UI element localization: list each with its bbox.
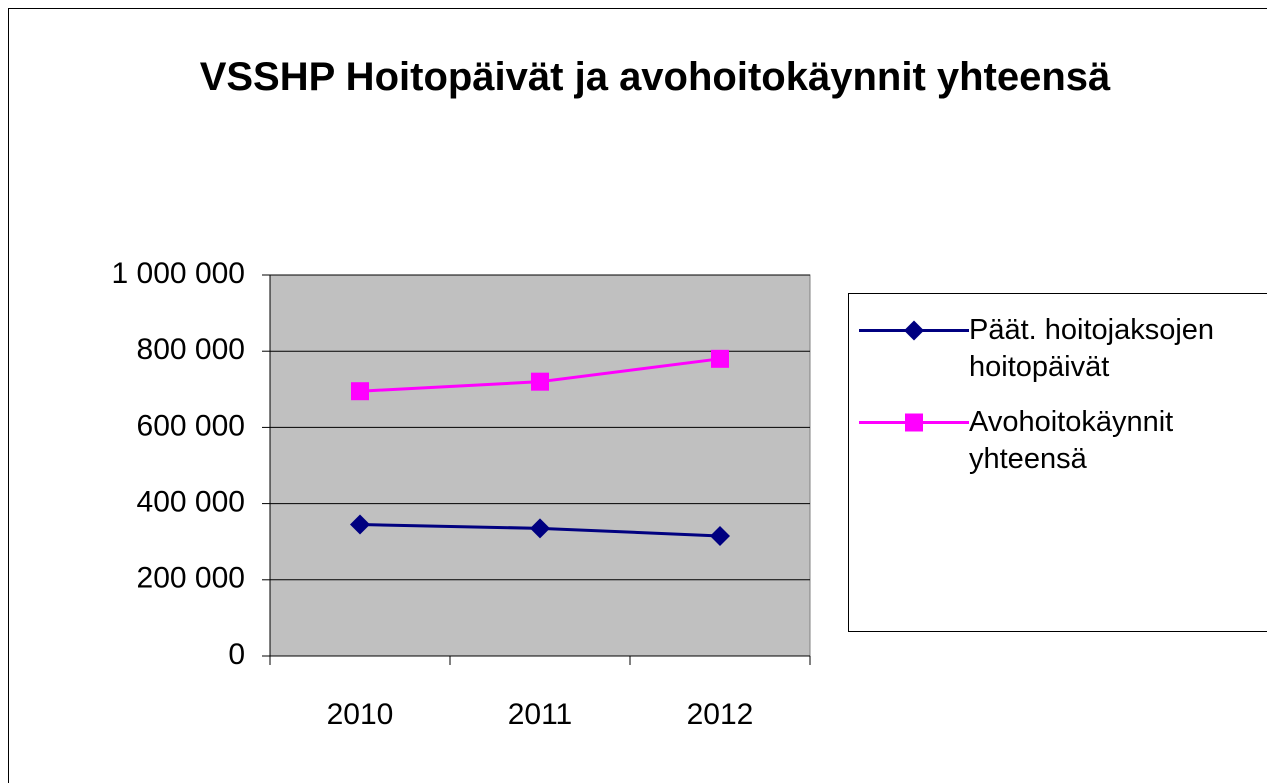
legend-item: Päät. hoitojaksojen hoitopäivät [849, 312, 1267, 386]
marker [530, 518, 550, 539]
marker [711, 349, 729, 368]
plot-area [269, 274, 811, 657]
marker [904, 320, 924, 341]
legend: Päät. hoitojaksojen hoitopäivät Avohoitok… [848, 293, 1267, 632]
y-tick-label: 400 000 [137, 486, 245, 519]
x-tick-label: 2011 [508, 698, 573, 731]
legend-swatch [859, 320, 969, 341]
legend-label: Avohoitokäynnit yhteensä [969, 406, 1174, 475]
chart-title: VSSHP Hoitopäivät ja avohoitokäynnit yht… [199, 55, 1111, 99]
y-tick-label: 0 [228, 638, 245, 671]
marker [905, 413, 923, 432]
y-tick-label: 200 000 [137, 562, 245, 595]
x-tick-label: 2012 [687, 698, 754, 731]
marker [351, 382, 369, 401]
y-tick-label: 600 000 [137, 409, 245, 442]
legend-swatch [859, 413, 969, 432]
legend-label: Päät. hoitojaksojen hoitopäivät [969, 314, 1215, 383]
y-tick-label: 1 000 000 [112, 257, 245, 290]
marker [710, 525, 730, 546]
marker [350, 514, 370, 535]
y-tick-label: 800 000 [137, 333, 245, 366]
legend-item: Avohoitokäynnit yhteensä [849, 404, 1267, 478]
marker [531, 372, 549, 391]
x-tick-label: 2010 [327, 698, 394, 731]
